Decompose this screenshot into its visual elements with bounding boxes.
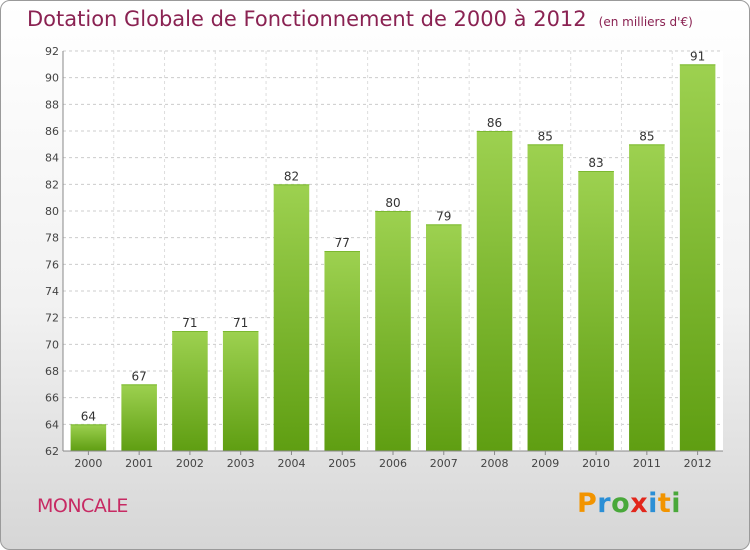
x-tick-label-2010: 2010 [582, 457, 610, 470]
y-tick-label: 66 [45, 392, 59, 405]
bar-2002 [172, 331, 208, 451]
x-tick-label-2008: 2008 [481, 457, 509, 470]
x-tick-label-2011: 2011 [633, 457, 661, 470]
y-tick-label: 86 [45, 125, 59, 138]
y-tick-label: 80 [45, 205, 59, 218]
x-tick-label-2009: 2009 [531, 457, 559, 470]
y-tick-label: 90 [45, 72, 59, 85]
y-tick-label: 84 [45, 152, 59, 165]
value-label-2005: 77 [335, 236, 350, 250]
value-label-2012: 91 [690, 49, 705, 63]
value-label-2007: 79 [436, 209, 451, 223]
logo-letter: r [597, 488, 612, 519]
axis-layer: 62 64 66 68 70 72 74 76 78 80 82 84 86 88 90 92 64 2000 67… [45, 45, 723, 470]
y-tick-label: 62 [45, 445, 59, 458]
proxiti-logo[interactable]: Proxiti [577, 488, 681, 519]
bar-2008 [476, 131, 513, 451]
value-label-2002: 71 [182, 316, 197, 330]
logo-letter: x [630, 488, 649, 519]
logo-letter: t [657, 488, 672, 519]
value-label-2004: 82 [284, 169, 299, 183]
value-label-2000: 64 [81, 409, 96, 423]
y-tick-label: 78 [45, 232, 59, 245]
bar-2012 [679, 64, 716, 452]
y-tick-label: 68 [45, 365, 59, 378]
bar-2011 [629, 144, 665, 452]
logo-letter: o [611, 488, 631, 519]
logo-letter: i [648, 488, 658, 519]
chart-unit: (en milliers d'€) [598, 15, 693, 29]
bar-layer [70, 64, 716, 452]
x-tick-label-2005: 2005 [328, 457, 356, 470]
bar-2006 [375, 211, 411, 451]
y-tick-label: 76 [45, 258, 59, 271]
x-tick-label-2002: 2002 [176, 457, 204, 470]
x-tick-label-2007: 2007 [430, 457, 458, 470]
chart-title-text: Dotation Globale de Fonctionnement de 20… [27, 7, 587, 31]
value-label-2011: 85 [639, 129, 654, 143]
chart-title: Dotation Globale de Fonctionnement de 20… [27, 7, 693, 31]
x-tick-label-2012: 2012 [684, 457, 712, 470]
y-tick-label: 70 [45, 338, 59, 351]
bar-2010 [578, 171, 614, 451]
value-label-2003: 71 [233, 316, 248, 330]
y-tick-label: 88 [45, 98, 59, 111]
bar-2004 [273, 184, 310, 452]
y-tick-label: 74 [45, 285, 59, 298]
y-tick-label: 72 [45, 312, 59, 325]
bar-2001 [121, 384, 157, 451]
value-label-2001: 67 [132, 369, 147, 383]
x-tick-label-2006: 2006 [379, 457, 407, 470]
y-tick-label: 64 [45, 418, 59, 431]
x-tick-label-2001: 2001 [125, 457, 153, 470]
bar-2005 [324, 251, 360, 451]
y-tick-label: 92 [45, 45, 59, 58]
logo-letter: P [577, 488, 598, 519]
y-tick-label: 82 [45, 178, 59, 191]
bar-2009 [527, 144, 564, 452]
bar-2007 [426, 224, 462, 451]
x-tick-label-2003: 2003 [227, 457, 255, 470]
value-label-2006: 80 [385, 196, 400, 210]
value-label-2009: 85 [538, 129, 553, 143]
value-label-2008: 86 [487, 116, 502, 130]
logo-letter: i [671, 488, 682, 519]
x-tick-label-2004: 2004 [277, 457, 305, 470]
x-tick-label-2000: 2000 [74, 457, 102, 470]
commune-name: MONCALE [37, 495, 128, 517]
value-label-2010: 83 [588, 156, 603, 170]
bar-2000 [70, 424, 107, 451]
bar-2003 [222, 331, 259, 451]
